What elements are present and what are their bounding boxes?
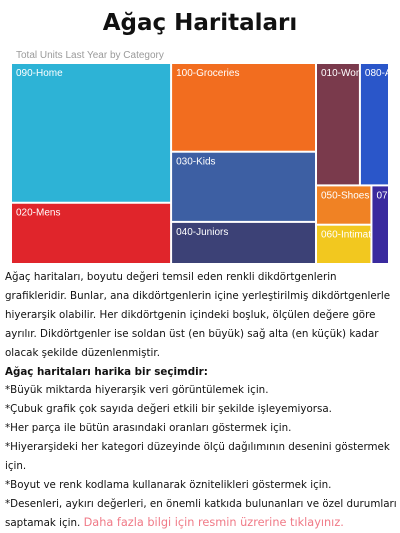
treemap-tile[interactable]: 010-Wom... [317,64,373,185]
treemap-tile-label: 030-Kids [176,157,215,168]
treemap-tile[interactable]: 080-Ac... [360,64,390,185]
treemap-tile-rect[interactable] [317,186,371,224]
treemap-tile[interactable]: 060-Intimate [317,225,377,263]
treemap-tile-rect[interactable] [172,64,316,151]
treemap-tile-label: 020-Mens [16,208,60,219]
treemap-tile-label: 010-Wom... [321,68,373,79]
treemap-tile[interactable]: 030-Kids [172,152,316,221]
treemap-tile-rect[interactable] [172,152,316,221]
treemap-tile-rect[interactable] [317,225,371,263]
treemap-tile-rect[interactable] [12,64,171,202]
intro-paragraph: Ağaç haritaları, boyutu değeri temsil ed… [5,271,391,359]
treemap-tile-rect[interactable] [317,64,359,185]
treemap-tile[interactable]: 07... [372,186,390,263]
treemap-tile-rect[interactable] [12,203,171,263]
subheading: Ağaç haritaları harika bir seçimdir: [5,365,208,378]
treemap-tile[interactable]: 100-Groceries [172,64,316,151]
treemap-tile-label: 050-Shoes [321,190,369,201]
treemap-tile-label: 090-Home [16,68,63,79]
treemap-tile[interactable]: 020-Mens [12,203,171,263]
bullet-item: *Büyük miktarda hiyerarşik veri görüntül… [5,384,269,397]
bullet-item: *Hiyerarşideki her kategori düzeyinde öl… [5,441,390,473]
bullet-item: *Her parça ile bütün arasındaki oranları… [5,422,292,435]
treemap-tile-label: 040-Juniors [176,227,228,238]
page-title: Ağaç Haritaları [102,10,298,36]
description: Ağaç haritaları, boyutu değeri temsil ed… [5,268,397,533]
treemap-chart[interactable]: Total Units Last Year by Category 090-Ho… [12,50,390,265]
bullet-item: *Desenleri, aykırı değerleri, en önemli … [5,495,397,533]
treemap-tile-rect[interactable] [360,64,388,185]
treemap-tile[interactable]: 050-Shoes [317,186,371,224]
treemap-tile-label: 080-Ac... [365,68,390,79]
treemap-svg: 090-Home 020-Mens 100-Groceries 030-Kids 040… [12,64,390,263]
treemap-tile-label: 060-Intimate [321,230,377,241]
treemap-tile-label: 100-Groceries [176,68,239,79]
treemap-tile-rect[interactable] [172,222,316,263]
bullet-item: *Boyut ve renk kodlama kullanarak öznite… [5,478,332,491]
treemap-tile[interactable]: 040-Juniors [172,222,316,263]
treemap-tile-label: 07... [376,190,390,201]
treemap-tile[interactable]: 090-Home [12,64,171,202]
chart-title: Total Units Last Year by Category [16,50,164,61]
more-info-link[interactable]: Daha fazla bilgi için resmin üzrerine tı… [83,515,344,529]
treemap-tile-rect[interactable] [372,186,388,263]
bullet-item: *Çubuk grafik çok sayıda değeri etkili b… [5,403,332,416]
